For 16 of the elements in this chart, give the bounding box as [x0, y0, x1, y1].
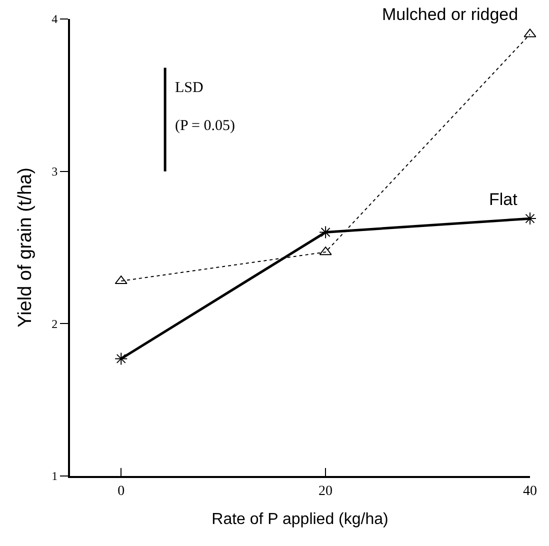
x-tick-label: 40	[523, 484, 537, 499]
series-label: Flat	[489, 190, 518, 209]
point	[524, 212, 536, 226]
series-label: Mulched or ridged	[382, 5, 518, 24]
y-tick-label: 4	[52, 12, 58, 26]
annotation: LSD	[175, 80, 204, 96]
x-tick-label: 0	[118, 484, 125, 499]
y-tick-label: 1	[52, 469, 58, 484]
x-axis-title: Rate of P applied (kg/ha)	[212, 511, 388, 528]
point	[319, 226, 332, 239]
point	[114, 352, 128, 366]
x-tick-label: 20	[318, 484, 333, 499]
y-axis-title: Yield of grain (t/ha)	[14, 168, 36, 328]
y-tick-label: 3	[52, 164, 58, 179]
annotation: (P = 0.05)	[175, 118, 235, 134]
y-tick-label: 2	[52, 316, 58, 331]
